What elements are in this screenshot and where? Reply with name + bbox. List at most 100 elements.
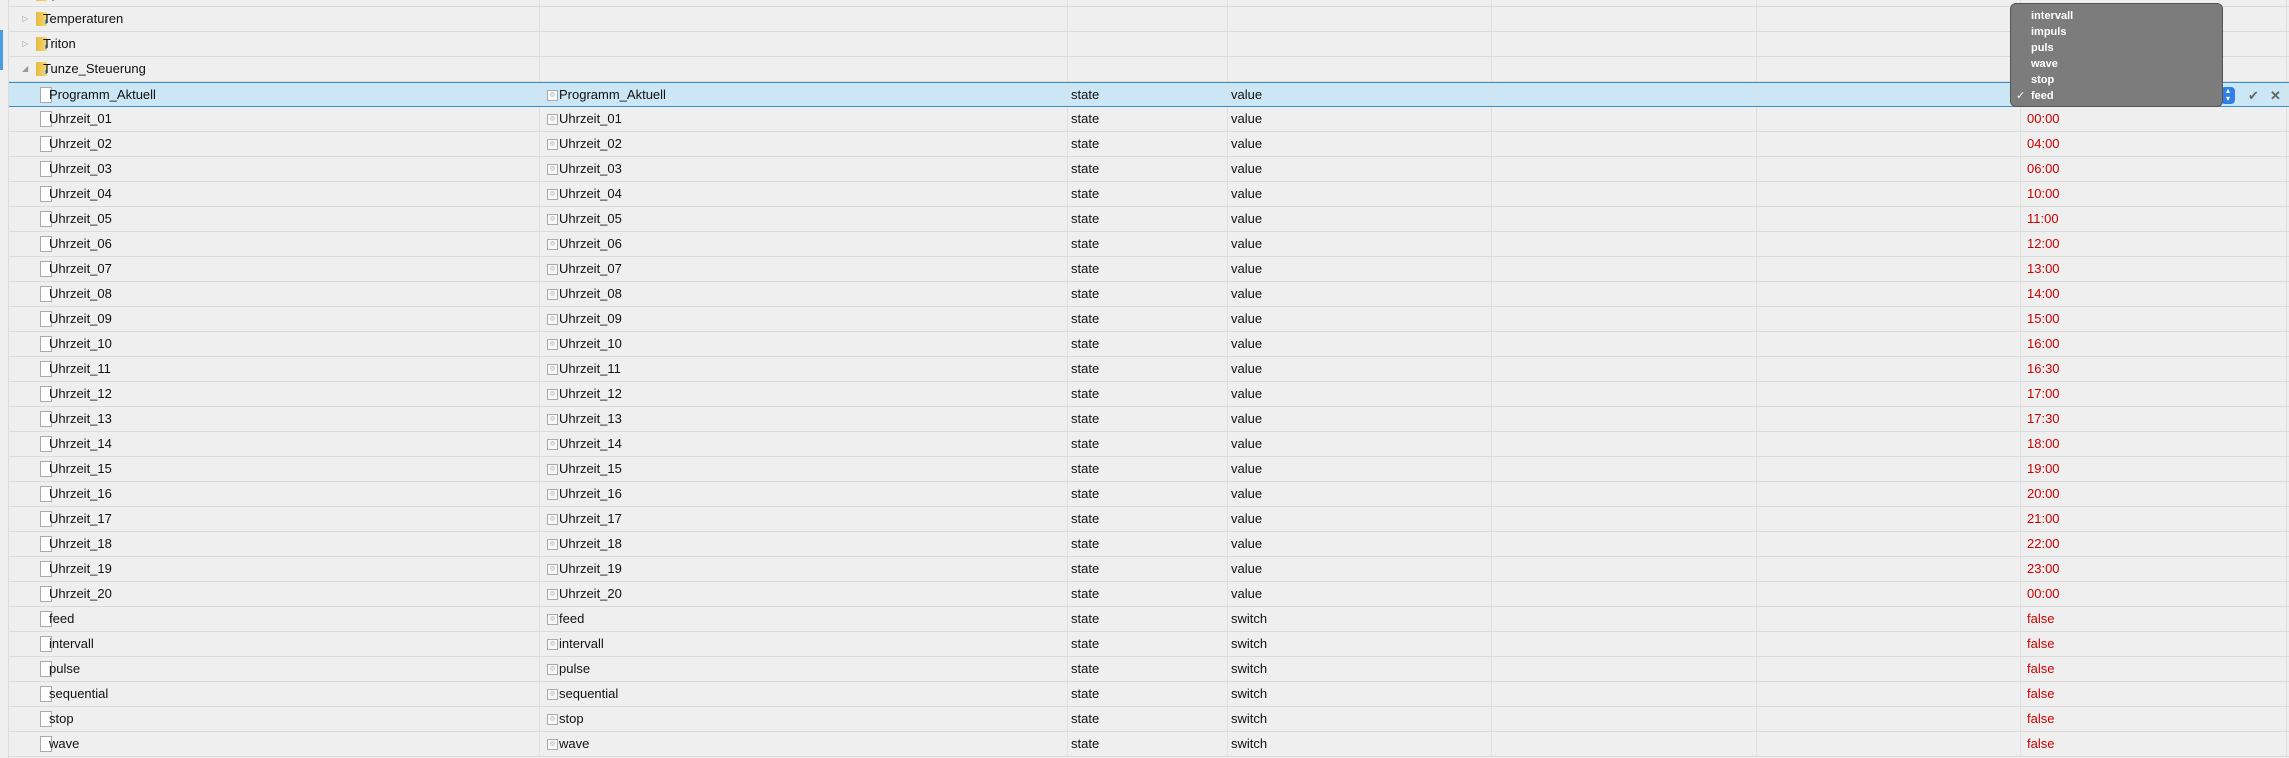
table-row[interactable]: Uhrzeit_04 ◎ Uhrzeit_04 state value 10:00 [9, 182, 2289, 207]
folder-name-cell[interactable]: ▷Sys... [9, 0, 540, 6]
state-id-cell[interactable]: pulse [9, 657, 540, 681]
table-row[interactable]: Uhrzeit_02 ◎ Uhrzeit_02 state value 04:00 [9, 132, 2289, 157]
folder-row[interactable]: ▷Sys... [9, 0, 2289, 7]
caret-right-icon[interactable]: ▷ [22, 14, 29, 23]
folder-row[interactable]: ▷ Triton [9, 32, 2289, 57]
table-row[interactable]: pulse ◎ pulse state switch false [9, 657, 2289, 682]
select-stepper-icon[interactable]: ▴ ▾ [2221, 87, 2235, 104]
state-id-cell[interactable]: stop [9, 707, 540, 731]
dropdown-option-puls[interactable]: puls [2031, 42, 2054, 54]
dropdown-option-feed[interactable]: feed [2031, 90, 2054, 102]
table-row[interactable]: feed ◎ feed state switch false [9, 607, 2289, 632]
state-value[interactable]: false [2021, 657, 2287, 681]
state-value[interactable]: 06:00 [2021, 157, 2287, 181]
state-value[interactable]: 17:00 [2021, 382, 2287, 406]
state-id-cell[interactable]: intervall [9, 632, 540, 656]
state-value[interactable]: 11:00 [2021, 207, 2287, 231]
table-row[interactable]: Uhrzeit_08 ◎ Uhrzeit_08 state value 14:00 [9, 282, 2289, 307]
state-value[interactable]: false [2021, 607, 2287, 631]
state-id-cell[interactable]: Uhrzeit_01 [9, 107, 540, 131]
state-value[interactable]: false [2021, 682, 2287, 706]
folder-name-cell[interactable]: ▷ Triton [9, 32, 540, 56]
state-value[interactable]: 15:00 [2021, 307, 2287, 331]
state-id-cell[interactable]: Uhrzeit_17 [9, 507, 540, 531]
state-id-cell[interactable]: Uhrzeit_08 [9, 282, 540, 306]
table-row[interactable]: Uhrzeit_16 ◎ Uhrzeit_16 state value 20:00 [9, 482, 2289, 507]
table-row[interactable]: Uhrzeit_19 ◎ Uhrzeit_19 state value 23:00 [9, 557, 2289, 582]
state-value[interactable]: 16:30 [2021, 357, 2287, 381]
state-value[interactable]: 20:00 [2021, 482, 2287, 506]
table-row[interactable]: intervall ◎ intervall state switch false [9, 632, 2289, 657]
table-row[interactable]: Uhrzeit_07 ◎ Uhrzeit_07 state value 13:00 [9, 257, 2289, 282]
state-id-cell[interactable]: Uhrzeit_15 [9, 457, 540, 481]
value-select[interactable] [2021, 83, 2287, 106]
state-id-cell[interactable]: Uhrzeit_12 [9, 382, 540, 406]
table-row[interactable]: Uhrzeit_20 ◎ Uhrzeit_20 state value 00:00 [9, 582, 2289, 607]
state-id-cell[interactable]: Uhrzeit_16 [9, 482, 540, 506]
table-row[interactable]: Uhrzeit_01 ◎ Uhrzeit_01 state value 00:00 [9, 107, 2289, 132]
table-row[interactable]: Uhrzeit_17 ◎ Uhrzeit_17 state value 21:00 [9, 507, 2289, 532]
state-value[interactable]: 04:00 [2021, 132, 2287, 156]
state-value[interactable]: 23:00 [2021, 557, 2287, 581]
state-id-cell[interactable]: feed [9, 607, 540, 631]
table-row[interactable]: Uhrzeit_12 ◎ Uhrzeit_12 state value 17:00 [9, 382, 2289, 407]
state-value[interactable]: 14:00 [2021, 282, 2287, 306]
caret-right-icon[interactable]: ▷ [22, 39, 29, 48]
table-row[interactable]: Uhrzeit_18 ◎ Uhrzeit_18 state value 22:00 [9, 532, 2289, 557]
state-id-cell[interactable]: wave [9, 732, 540, 756]
state-id-cell[interactable]: Uhrzeit_14 [9, 432, 540, 456]
state-id-cell[interactable]: Uhrzeit_04 [9, 182, 540, 206]
state-id-cell[interactable]: Uhrzeit_19 [9, 557, 540, 581]
state-value[interactable]: 16:00 [2021, 332, 2287, 356]
check-icon[interactable]: ✔ [2248, 88, 2259, 103]
state-id-cell[interactable]: Uhrzeit_02 [9, 132, 540, 156]
state-id-cell[interactable]: Uhrzeit_20 [9, 582, 540, 606]
dropdown-option-impuls[interactable]: impuls [2031, 26, 2067, 38]
table-row[interactable]: Uhrzeit_03 ◎ Uhrzeit_03 state value 06:00 [9, 157, 2289, 182]
table-row[interactable]: Uhrzeit_09 ◎ Uhrzeit_09 state value 15:00 [9, 307, 2289, 332]
state-id-cell[interactable]: Uhrzeit_09 [9, 307, 540, 331]
state-id-cell[interactable]: Uhrzeit_11 [9, 357, 540, 381]
dropdown-option-stop[interactable]: stop [2031, 74, 2055, 86]
state-id-cell[interactable]: Uhrzeit_06 [9, 232, 540, 256]
folder-name-cell[interactable]: ▷ Temperaturen [9, 7, 540, 31]
folder-name-cell[interactable]: ◢ Tunze_Steuerung [9, 57, 540, 81]
dropdown-option-intervall[interactable]: intervall [2031, 10, 2074, 22]
state-value[interactable]: false [2021, 732, 2287, 756]
state-id-cell[interactable]: Uhrzeit_18 [9, 532, 540, 556]
state-id-cell[interactable]: Uhrzeit_07 [9, 257, 540, 281]
table-row[interactable]: stop ◎ stop state switch false [9, 707, 2289, 732]
state-value[interactable]: 18:00 [2021, 432, 2287, 456]
state-id-cell[interactable]: Uhrzeit_03 [9, 157, 540, 181]
state-value[interactable]: 10:00 [2021, 182, 2287, 206]
table-row[interactable]: Programm_Aktuell ◎ Programm_Aktuell state va… [9, 82, 2289, 107]
table-row[interactable]: Uhrzeit_11 ◎ Uhrzeit_11 state value 16:30 [9, 357, 2289, 382]
state-value[interactable]: 17:30 [2021, 407, 2287, 431]
table-row[interactable]: Uhrzeit_13 ◎ Uhrzeit_13 state value 17:30 [9, 407, 2289, 432]
state-value[interactable]: 00:00 [2021, 107, 2287, 131]
state-value[interactable]: 19:00 [2021, 457, 2287, 481]
state-id-cell[interactable]: Uhrzeit_10 [9, 332, 540, 356]
state-id-cell[interactable]: sequential [9, 682, 540, 706]
state-value[interactable]: 00:00 [2021, 582, 2287, 606]
table-row[interactable]: wave ◎ wave state switch false [9, 732, 2289, 757]
close-icon[interactable]: ✕ [2270, 88, 2281, 103]
state-id-cell[interactable]: Uhrzeit_05 [9, 207, 540, 231]
state-id-cell[interactable]: Uhrzeit_13 [9, 407, 540, 431]
state-value[interactable]: false [2021, 632, 2287, 656]
table-row[interactable]: Uhrzeit_15 ◎ Uhrzeit_15 state value 19:00 [9, 457, 2289, 482]
state-value[interactable]: 12:00 [2021, 232, 2287, 256]
dropdown-option-wave[interactable]: wave [2031, 58, 2058, 70]
state-value[interactable]: 21:00 [2021, 507, 2287, 531]
folder-row[interactable]: ◢ Tunze_Steuerung [9, 57, 2289, 82]
table-row[interactable]: Uhrzeit_05 ◎ Uhrzeit_05 state value 11:00 [9, 207, 2289, 232]
table-row[interactable]: Uhrzeit_10 ◎ Uhrzeit_10 state value 16:00 [9, 332, 2289, 357]
folder-row[interactable]: ▷ Temperaturen [9, 7, 2289, 32]
caret-down-icon[interactable]: ◢ [22, 64, 29, 73]
value-dropdown-menu[interactable]: intervall impuls puls wave stop feed ✓ [2010, 3, 2223, 107]
state-value[interactable]: false [2021, 707, 2287, 731]
state-id-cell[interactable]: Programm_Aktuell [9, 83, 540, 106]
state-value[interactable]: 13:00 [2021, 257, 2287, 281]
state-value[interactable]: 22:00 [2021, 532, 2287, 556]
table-row[interactable]: Uhrzeit_06 ◎ Uhrzeit_06 state value 12:00 [9, 232, 2289, 257]
